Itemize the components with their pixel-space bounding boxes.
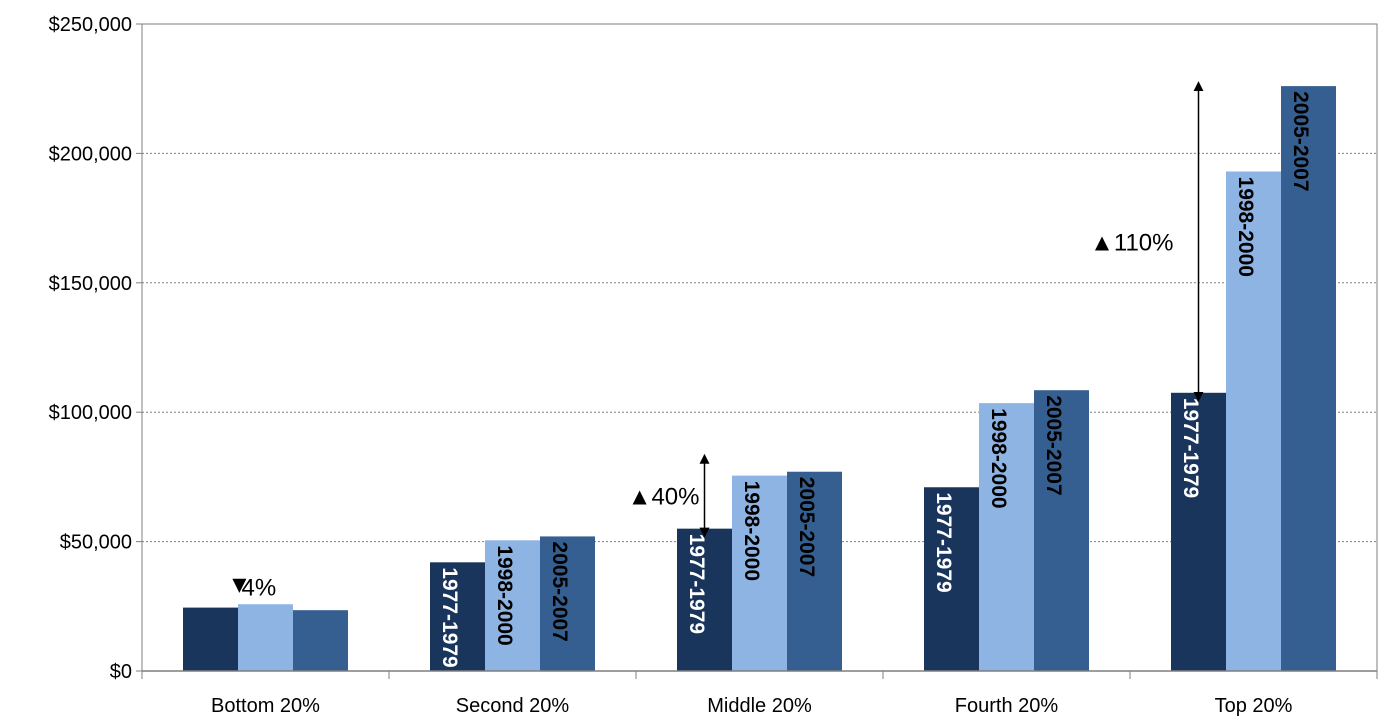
change-label: 4% (242, 575, 277, 602)
change-value: 110% (1114, 229, 1174, 256)
bar (924, 487, 979, 671)
x-tick-label: Bottom 20% (211, 695, 320, 717)
bar-series-label: 1998-2000 (740, 481, 763, 581)
bar-series-label: 1977-1979 (438, 567, 461, 667)
bar (677, 528, 732, 671)
increase-triangle-icon: ▲ (1090, 229, 1114, 256)
bar-series-label: 1977-1979 (685, 534, 708, 634)
bar (1171, 392, 1226, 671)
change-label: ▲110% (1090, 229, 1173, 256)
bar-series-label: 2005-2007 (1289, 91, 1312, 191)
x-tick-label: Top 20% (1215, 695, 1293, 717)
bar-series-label: 1977-1979 (1179, 398, 1202, 498)
y-tick-label: $100,000 (49, 402, 132, 424)
axes: $0 $50,000 $100,000 $150,000 $200,000 $250,00… (49, 14, 1378, 717)
bars: 1977-1979 1998-2000 2005-2007 1977-1979 1998… (183, 86, 1336, 672)
decrease-triangle-icon: ▼ (228, 572, 252, 599)
change-annotation: ▼4% (228, 572, 277, 602)
bar (979, 403, 1034, 671)
y-tick-label: $200,000 (49, 143, 132, 165)
change-annotation: ▲110% (1090, 81, 1204, 402)
bar (485, 540, 540, 671)
bar (183, 607, 238, 671)
bar-series-label: 1977-1979 (932, 492, 955, 592)
bar (293, 610, 348, 671)
annotations: ▼4%▲40%▲110% (228, 81, 1204, 602)
y-tick-label: $50,000 (60, 532, 132, 554)
bar (1034, 390, 1089, 671)
bar (732, 475, 787, 671)
change-value: 40% (651, 484, 699, 511)
bar (1226, 171, 1281, 672)
bar (540, 536, 595, 671)
bar-series-label: 2005-2007 (548, 541, 571, 641)
increase-triangle-icon: ▲ (628, 484, 652, 511)
bar (238, 604, 293, 671)
bar (1281, 86, 1336, 671)
bar-series-label: 2005-2007 (1042, 395, 1065, 495)
x-tick-label: Middle 20% (707, 695, 812, 717)
bar (787, 471, 842, 671)
bar-series-label: 1998-2000 (987, 408, 1010, 508)
bar-series-label: 2005-2007 (795, 477, 818, 577)
y-tick-label: $250,000 (49, 14, 132, 36)
bar-series-label: 1998-2000 (1234, 177, 1257, 277)
y-tick-label: $0 (110, 661, 132, 683)
change-annotation: ▲40% (628, 453, 710, 538)
bar-series-label: 1998-2000 (493, 545, 516, 645)
x-tick-label: Second 20% (456, 695, 570, 717)
change-label: ▲40% (628, 484, 700, 511)
x-tick-label: Fourth 20% (955, 695, 1059, 717)
y-tick-label: $150,000 (49, 273, 132, 295)
bar (430, 562, 485, 671)
